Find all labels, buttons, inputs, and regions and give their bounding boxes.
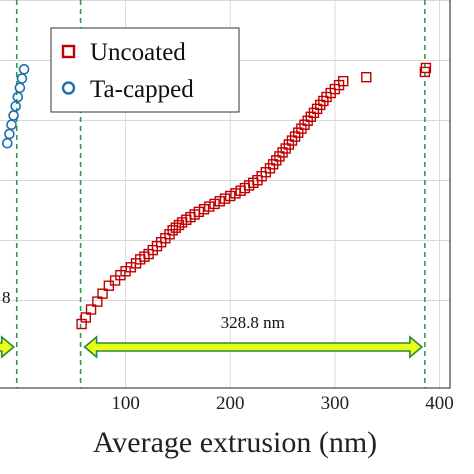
uncoated-point [173, 219, 185, 231]
span-arrow-left [0, 335, 15, 359]
data-points [2, 62, 432, 330]
uncoated-point [230, 188, 241, 199]
x-axis-title: Average extrusion (nm) [93, 426, 377, 459]
uncoated-point [193, 206, 205, 218]
legend-uncoated-marker [61, 44, 76, 59]
series-0 [76, 62, 432, 330]
uncoated-point [170, 222, 182, 233]
uncoated-point [225, 190, 236, 202]
legend-ta-capped-marker [61, 81, 76, 95]
uncoated-point [204, 201, 215, 212]
uncoated-point [209, 198, 220, 210]
legend: Uncoated Ta-capped [50, 27, 240, 113]
uncoated-point [198, 203, 210, 215]
x-tick-labels: 100 200 300 400 [111, 393, 453, 414]
left-partial-label: 8 [2, 288, 11, 307]
legend-ta-capped-label: Ta-capped [90, 76, 194, 103]
x-tick-200: 200 [216, 393, 245, 414]
uncoated-point [109, 275, 121, 286]
x-tick-100: 100 [111, 393, 140, 414]
x-tick-300: 300 [321, 393, 350, 414]
x-tick-400: 400 [425, 393, 454, 414]
plot-frame [0, 0, 451, 389]
uncoated-point [338, 75, 349, 87]
legend-uncoated-label: Uncoated [90, 39, 186, 66]
uncoated-point [80, 312, 92, 323]
uncoated-point [214, 196, 225, 207]
uncoated-point [361, 71, 372, 83]
uncoated-point [103, 280, 115, 291]
span-arrow-main [83, 335, 424, 359]
uncoated-point [167, 225, 178, 236]
ta-capped-point [18, 63, 30, 75]
series-1 [2, 63, 30, 149]
uncoated-point [219, 193, 231, 204]
span-arrows [0, 335, 424, 359]
legend-box [50, 27, 240, 113]
span-label: 328.8 nm [221, 313, 285, 332]
uncoated-point [85, 304, 97, 315]
uncoated-point [92, 296, 103, 307]
uncoated-point [420, 62, 432, 74]
uncoated-point [97, 288, 108, 299]
